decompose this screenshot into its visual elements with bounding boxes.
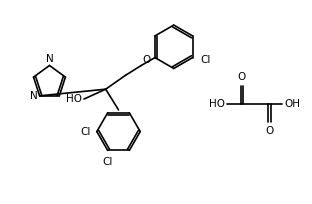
Text: Cl: Cl xyxy=(102,157,113,167)
Text: HO: HO xyxy=(66,94,82,104)
Text: Cl: Cl xyxy=(80,127,91,137)
Text: N: N xyxy=(30,91,38,101)
Text: O: O xyxy=(238,72,246,82)
Text: N: N xyxy=(46,53,53,63)
Text: HO: HO xyxy=(209,99,225,109)
Text: OH: OH xyxy=(284,99,300,109)
Text: Cl: Cl xyxy=(200,55,211,65)
Text: O: O xyxy=(265,126,274,136)
Text: O: O xyxy=(142,54,150,64)
